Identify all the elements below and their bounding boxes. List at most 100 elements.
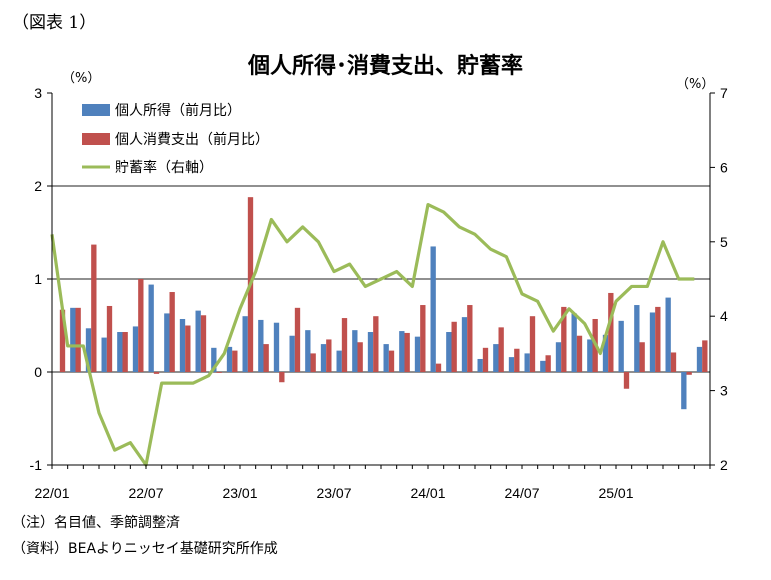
bar-consumption: [357, 342, 363, 372]
legend-swatch-consumption: [82, 133, 110, 145]
bar-consumption: [482, 347, 489, 372]
bar-consumption: [623, 372, 630, 389]
chart-title: 個人所得･消費支出、貯蓄率: [247, 54, 523, 79]
legend-label-income: 個人所得（前月比）: [115, 102, 241, 119]
x-tick-label: 22/07: [128, 485, 163, 501]
left-tick-label: -1: [30, 457, 43, 473]
right-tick-label: 3: [720, 383, 728, 399]
left-tick-label: 1: [34, 271, 42, 287]
bar-income: [148, 284, 154, 372]
legend-label-consumption: 個人消費支出（前月比）: [115, 131, 269, 148]
bar-income: [258, 319, 264, 372]
bar-consumption: [326, 339, 332, 372]
bar-consumption: [670, 352, 677, 372]
savings-rate-line: [50, 203, 695, 467]
bar-consumption: [279, 372, 285, 383]
bar-income: [273, 322, 280, 372]
bar-consumption: [373, 316, 379, 372]
bar-income: [85, 328, 92, 372]
bar-consumption: [216, 372, 222, 373]
bar-consumption: [608, 292, 614, 372]
x-tick-label: 25/01: [598, 485, 633, 501]
right-tick-label: 7: [720, 85, 728, 101]
bar-consumption: [686, 372, 692, 375]
bar-consumption: [639, 342, 645, 372]
bar-consumption: [498, 327, 504, 372]
bar-income: [352, 330, 358, 372]
x-tick-label: 24/07: [504, 485, 539, 501]
bar-income: [70, 307, 76, 372]
savings-line-group: [50, 203, 695, 467]
bar-income: [226, 346, 233, 372]
tick-labels: 3 2 1 0 -1 7 6 5 4 3 2 22/01 22/07 23/01 23/07 24/01 24/…: [30, 85, 728, 501]
right-tick-label: 5: [720, 234, 728, 250]
bar-consumption: [153, 372, 160, 374]
bar-consumption: [138, 279, 144, 372]
bar-consumption: [106, 305, 113, 372]
bar-income: [524, 353, 530, 372]
bar-income: [477, 358, 483, 372]
bar-consumption: [185, 325, 191, 372]
bar-income: [696, 346, 703, 372]
right-axis-unit: （%）: [676, 77, 714, 92]
bar-income: [117, 332, 123, 372]
bar-income: [493, 344, 499, 372]
bar-consumption: [529, 316, 536, 372]
bar-consumption: [200, 315, 207, 372]
bar-income: [665, 297, 671, 372]
bar-income: [430, 246, 436, 372]
right-tick-label: 2: [720, 457, 728, 473]
bar-consumption: [75, 307, 81, 372]
bar-income: [132, 326, 139, 372]
x-tick-label: 23/07: [316, 485, 351, 501]
legend-swatch-income: [82, 104, 110, 116]
bar-income: [461, 317, 468, 372]
bar-income: [179, 318, 186, 372]
legend-label-savings: 貯蓄率（右軸）: [115, 159, 213, 176]
bar-income: [289, 335, 295, 372]
bar-income: [555, 342, 562, 372]
bar-consumption: [169, 292, 175, 372]
bar-income: [602, 334, 609, 372]
bar-consumption: [341, 318, 348, 372]
figure-label: （図表 1）: [12, 13, 97, 33]
bar-consumption: [388, 350, 395, 372]
bar-consumption: [435, 363, 442, 372]
bar-income: [195, 310, 201, 372]
x-tick-label: 22/01: [34, 485, 69, 501]
bar-consumption: [576, 335, 583, 372]
bar-consumption: [59, 309, 66, 372]
bar-consumption: [122, 332, 128, 372]
bar-income: [618, 320, 624, 372]
note-line-1: （注）名目値、季節調整済: [12, 515, 180, 531]
legend: 個人所得（前月比） 個人消費支出（前月比） 貯蓄率（右軸）: [82, 102, 269, 176]
bar-consumption: [467, 305, 473, 372]
bar-consumption: [545, 355, 551, 372]
bar-consumption: [91, 244, 97, 372]
bar-income: [571, 313, 577, 372]
right-tick-label: 6: [720, 159, 728, 175]
bars: [59, 197, 708, 410]
bar-income: [320, 344, 327, 372]
bar-income: [336, 350, 342, 372]
bar-income: [587, 339, 593, 372]
bar-income: [164, 313, 170, 372]
bar-income: [446, 332, 452, 372]
bar-income: [634, 305, 640, 372]
bar-income: [211, 347, 217, 372]
bar-consumption: [561, 306, 567, 372]
bar-income: [414, 336, 421, 372]
bar-income: [242, 316, 248, 372]
note-line-2: （資料）BEAよりニッセイ基礎研究所作成: [12, 541, 278, 557]
bar-income: [399, 331, 405, 372]
bar-income: [649, 312, 656, 372]
bar-income: [305, 330, 311, 372]
bar-consumption: [655, 306, 661, 372]
left-tick-label: 2: [34, 178, 42, 194]
left-tick-label: 0: [34, 364, 42, 380]
bar-income: [383, 344, 389, 372]
right-tick-label: 4: [720, 308, 728, 324]
x-tick-label: 23/01: [222, 485, 257, 501]
left-axis-unit: （%）: [62, 71, 100, 86]
